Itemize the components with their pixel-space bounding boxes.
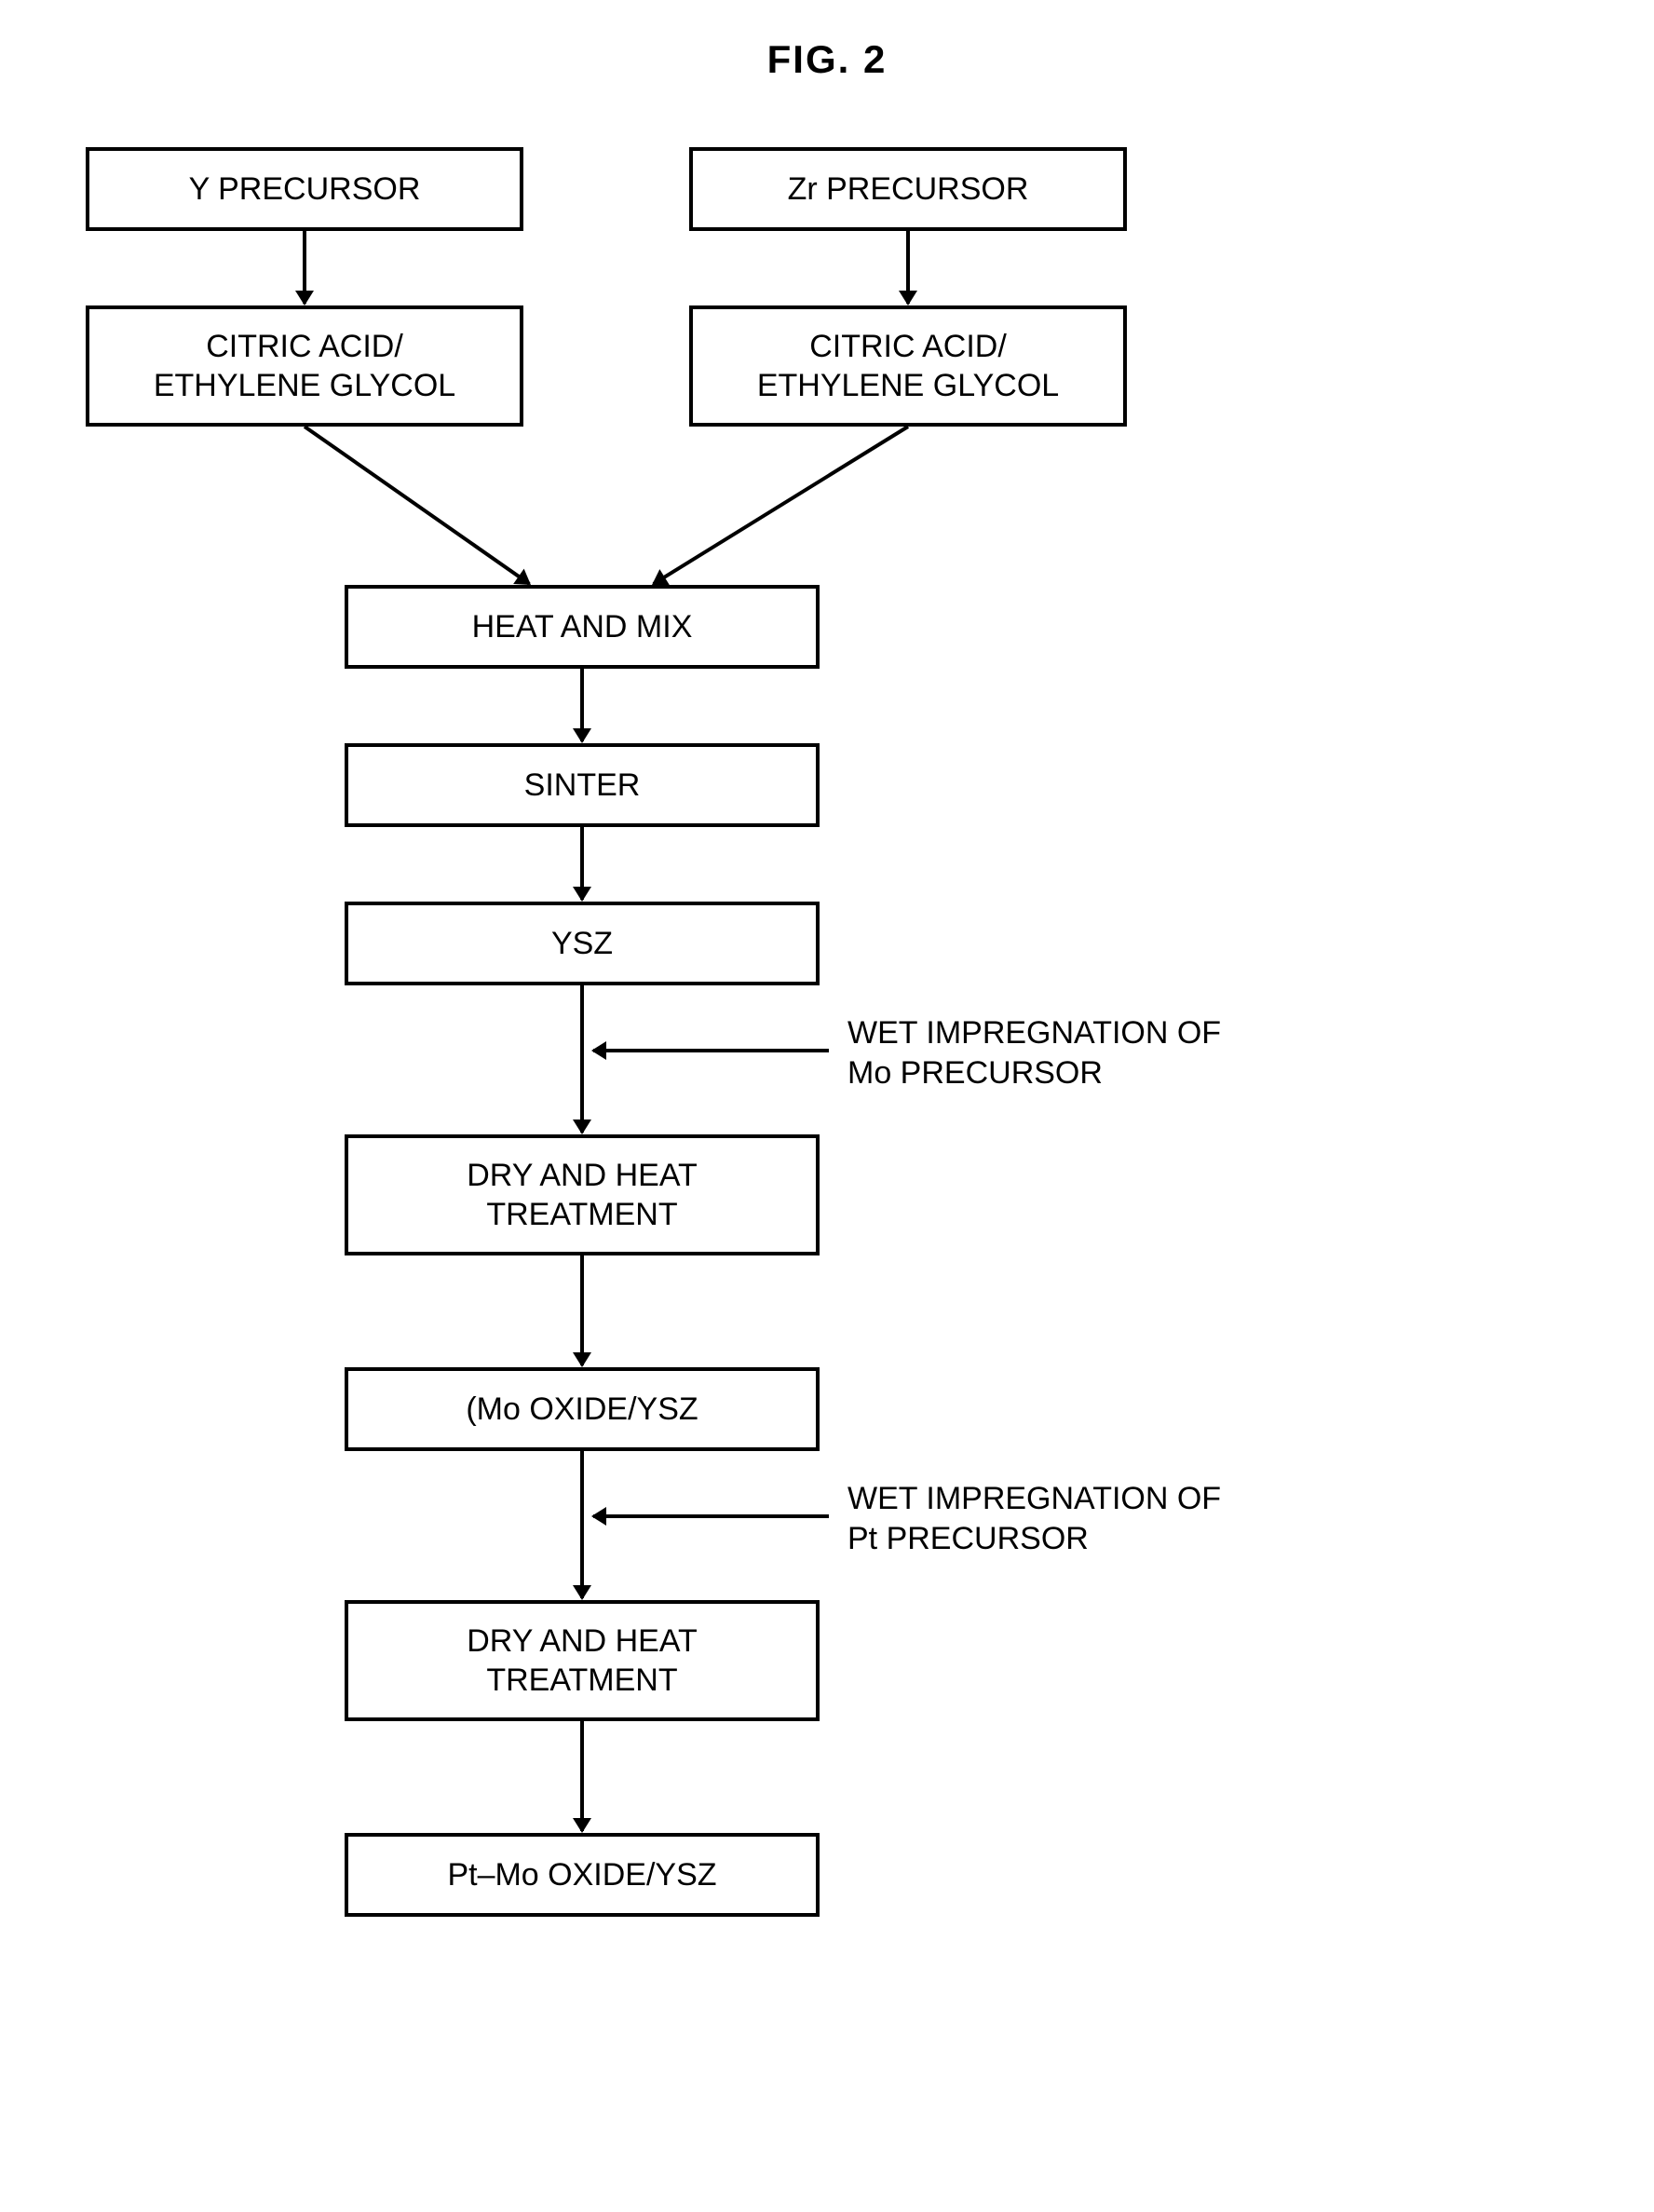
figure-title: FIG. 2 [37, 37, 1617, 82]
flowchart-arrows [37, 147, 1620, 2103]
flowchart-diagram: Y PRECURSOR Zr PRECURSOR CITRIC ACID/ETH… [37, 147, 1620, 2103]
